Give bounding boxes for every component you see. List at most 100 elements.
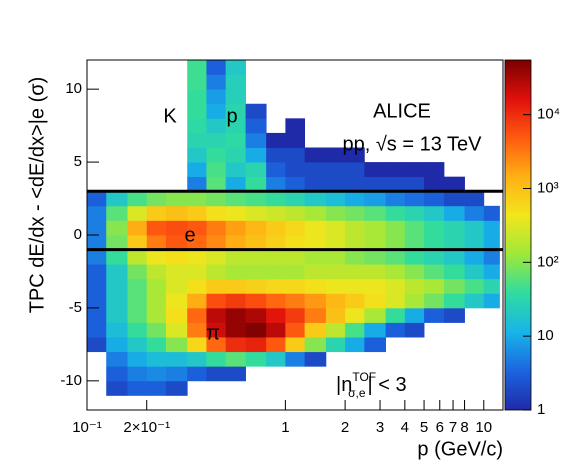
heatmap-cell [345,249,365,265]
heatmap-cell [404,205,425,221]
heatmap-cell [187,74,207,90]
z-tick-label: 1 [537,401,545,418]
heatmap-cell [225,220,246,236]
heatmap-cell [304,337,327,353]
heatmap-cell [364,322,387,338]
heatmap-cell [206,366,227,382]
heatmap-cell [325,293,346,309]
heatmap-cell [187,162,207,178]
heatmap-cell [464,249,485,265]
heatmap-cell [364,162,387,178]
tof-cut-sup: TOF [352,370,376,384]
tof-cut-label: |nTOF σ,e | < 3 [336,370,407,400]
heatmap-cell [443,191,465,207]
heatmap-cell [187,103,207,119]
heatmap-cell [285,162,306,178]
heatmap-cell [106,322,128,338]
heatmap-cell [443,278,465,294]
heatmap-cell [424,205,445,221]
heatmap-cell [187,176,207,192]
heatmap-cell [325,249,346,265]
heatmap-cell [187,60,207,75]
y-tick-label: 0 [74,226,82,243]
heatmap-cell [225,307,246,323]
x-tick-label: 8 [460,419,468,436]
heatmap-cell [245,351,267,367]
heatmap-cell [404,249,425,265]
heatmap-cell [206,293,227,309]
heatmap-cell [404,176,425,192]
heatmap-cell [206,278,227,294]
heatmap-cell [266,235,286,250]
heatmap-cell [345,205,365,221]
heatmap-cell [146,205,167,221]
heatmap-cell [266,132,286,148]
heatmap-cell [87,337,107,353]
heatmap-cell [285,307,306,323]
heatmap-cell [245,264,267,280]
heatmap-cell [206,351,227,367]
heatmap-cell [364,235,387,250]
z-tick-label: 10 [537,327,554,344]
heatmap-cell [345,278,365,294]
heatmap-cell [464,293,485,309]
heatmap-cell [146,249,167,265]
heatmap-cell [245,293,267,309]
heatmap-cell [146,278,167,294]
heatmap-cell [364,249,387,265]
heatmap-cell [206,322,227,338]
heatmap-cell [127,351,148,367]
heatmap-cell [165,220,188,236]
heatmap-cell [187,264,207,280]
heatmap-cell [304,147,327,163]
heatmap-cell [165,293,188,309]
heatmap-cell [424,191,445,207]
heatmap-cell [106,366,128,382]
x-tick-label: 3 [376,419,384,436]
overlay [87,189,503,252]
heatmap-cell [225,176,246,192]
heatmap-cell [245,147,267,163]
heatmap-cell [206,118,227,134]
heatmap-cell [266,176,286,192]
heatmap-cell [245,337,267,353]
heatmap-cell [345,235,365,250]
heatmap-cell [424,162,445,178]
heatmap-cell [206,162,227,178]
heatmap-cell [424,220,445,236]
heatmap-cell [424,235,445,250]
heatmap-cell [87,264,107,280]
heatmap-cell [146,351,167,367]
heatmap-cell [325,220,346,236]
tof-cut-part: |n [336,374,352,396]
heatmap-cell [325,147,346,163]
heatmap-cell [225,89,246,105]
heatmap-cell [87,220,107,236]
x-tick-label: 10⁻¹ [72,419,102,436]
heatmap-cell [245,205,267,221]
heatmap-cell [127,366,148,382]
heatmap-cell [127,235,148,250]
heatmap-cell [106,220,128,236]
heatmap-cell [443,220,465,236]
heatmap-cell [424,249,445,265]
heatmap-cell [443,235,465,250]
heatmap-cell [206,89,227,105]
heatmap-cell [404,235,425,250]
heatmap-cell [225,191,246,207]
heatmap-cell [266,162,286,178]
heatmap-cell [364,278,387,294]
heatmap-cell [165,322,188,338]
heatmap-cell [127,337,148,353]
heatmap-cell [483,235,500,250]
heatmap-cell [424,293,445,309]
heatmap-cell [385,220,406,236]
y-tick-label: 5 [74,153,82,170]
heatmap-cell [206,249,227,265]
heatmap-cell [225,337,246,353]
heatmap-cell [483,278,500,294]
heatmap-cell [127,293,148,309]
heatmap-cell [245,220,267,236]
heatmap-cell [443,249,465,265]
